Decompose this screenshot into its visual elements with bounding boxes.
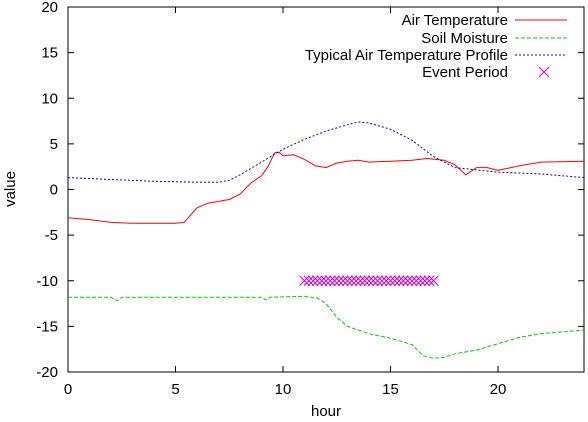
event-marker bbox=[337, 275, 349, 287]
legend-label: Air Temperature bbox=[402, 12, 508, 29]
event-marker bbox=[398, 275, 409, 287]
event-marker bbox=[312, 275, 323, 287]
event-marker bbox=[316, 275, 328, 287]
series-line-1 bbox=[68, 295, 585, 359]
event-marker bbox=[380, 275, 392, 287]
event-marker bbox=[367, 275, 379, 287]
event-marker bbox=[428, 275, 439, 287]
ticks: 0 5 10 15 20 20 15 10 5 0 -5 -10 -15 -20 bbox=[36, 0, 584, 398]
event-marker bbox=[415, 275, 426, 287]
series-line-2 bbox=[67, 121, 585, 183]
series-group bbox=[67, 121, 585, 359]
event-marker bbox=[410, 275, 422, 287]
event-marker bbox=[372, 275, 383, 287]
event-marker bbox=[299, 275, 310, 287]
event-marker bbox=[307, 275, 319, 287]
event-marker bbox=[324, 275, 336, 287]
event-marker bbox=[329, 275, 340, 287]
y-axis-label: value bbox=[2, 171, 19, 207]
event-marker bbox=[406, 275, 418, 287]
series-line-0 bbox=[67, 151, 585, 224]
x-tick-label: 20 bbox=[490, 381, 507, 398]
event-marker bbox=[355, 275, 366, 287]
x-tick-label: 10 bbox=[275, 381, 292, 398]
y-tick-label: -5 bbox=[45, 227, 58, 244]
event-marker bbox=[393, 275, 405, 287]
event-marker bbox=[385, 275, 396, 287]
x-axis-label: hour bbox=[311, 403, 341, 420]
legend-swatch bbox=[538, 66, 550, 78]
y-tick-label: -10 bbox=[36, 273, 58, 290]
x-tick-label: 0 bbox=[64, 381, 72, 398]
event-marker bbox=[419, 275, 431, 287]
event-marker bbox=[389, 275, 401, 287]
event-marker bbox=[320, 275, 332, 287]
y-tick-label: -20 bbox=[36, 364, 58, 381]
legend-label: Soil Moisture bbox=[421, 30, 508, 47]
y-tick-label: 20 bbox=[41, 0, 58, 16]
y-tick-label: 10 bbox=[41, 90, 58, 107]
event-marker bbox=[376, 275, 388, 287]
y-tick-label: 0 bbox=[50, 182, 58, 199]
legend-label: Event Period bbox=[422, 64, 508, 81]
legend-label: Typical Air Temperature Profile bbox=[305, 47, 508, 64]
event-marker bbox=[303, 275, 315, 287]
event-marker bbox=[346, 275, 358, 287]
y-tick-label: 5 bbox=[50, 136, 58, 153]
x-tick-label: 15 bbox=[382, 381, 399, 398]
event-marker bbox=[363, 275, 375, 287]
y-tick-label: 15 bbox=[41, 45, 58, 62]
event-marker bbox=[342, 275, 353, 287]
event-marker bbox=[350, 275, 362, 287]
y-tick-label: -15 bbox=[36, 318, 58, 335]
event-marker bbox=[402, 275, 414, 287]
x-tick-label: 5 bbox=[171, 381, 179, 398]
event-marker bbox=[359, 275, 371, 287]
event-marker bbox=[333, 275, 345, 287]
event-marker bbox=[423, 275, 435, 287]
